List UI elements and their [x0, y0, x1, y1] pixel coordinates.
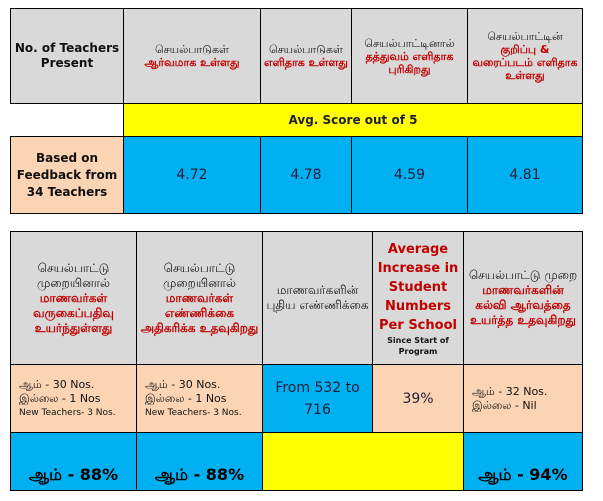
increase-value: 39%: [372, 364, 464, 433]
score-cell: 4.78: [260, 136, 352, 214]
yes-percent: ஆம் - 88%: [10, 432, 137, 491]
column-header: செயல்பாட்டு முறை மாணவர்களின் கல்வி ஆர்வத்…: [463, 231, 583, 365]
teachers-header: No. of Teachers Present: [10, 8, 124, 104]
column-header: Average Increase in Student Numbers Per …: [372, 231, 464, 365]
blank-cell: [10, 103, 124, 137]
teacher-feedback-table: No. of Teachers Present செயல்பாடுகள் ஆர்வ…: [10, 8, 583, 214]
feedback-label: Based on Feedback from 34 Teachers: [10, 136, 124, 214]
score-cell: 4.59: [351, 136, 468, 214]
column-header: செயல்பாட்டின் குறிப்பு & வரைப்படம் எளிதாக…: [467, 8, 583, 104]
count-cell: ஆம் - 32 Nos. இல்லை - Nil: [463, 364, 583, 433]
yes-percent: ஆம் - 94%: [463, 432, 583, 491]
avg-score-label: Avg. Score out of 5: [123, 103, 583, 137]
column-header: செயல்பாட்டு முறையினால் மாணவர்கள் வருகைப்ப…: [10, 231, 137, 365]
column-header: செயல்பாடுகள் எளிதாக உள்ளது: [260, 8, 352, 104]
column-header: செயல்பாட்டினால் தத்துவம் எளிதாக புரிகிறது: [351, 8, 468, 104]
column-header: மாணவர்களின் புதிய எண்ணிக்கை: [262, 231, 373, 365]
student-count-range: From 532 to 716: [262, 364, 373, 433]
column-header: செயல்பாட்டு முறையினால் மாணவர்கள் எண்ணிக்க…: [136, 231, 263, 365]
score-cell: 4.81: [467, 136, 583, 214]
count-cell: ஆம் - 30 Nos. இல்லை - 1 Nos New Teachers- …: [136, 364, 263, 433]
count-cell: ஆம் - 30 Nos. இல்லை - 1 Nos New Teachers- …: [10, 364, 137, 433]
student-impact-table: செயல்பாட்டு முறையினால் மாணவர்கள் வருகைப்ப…: [10, 231, 583, 491]
yes-percent: ஆம் - 88%: [136, 432, 263, 491]
score-cell: 4.72: [123, 136, 261, 214]
highlight-cell: [262, 432, 464, 491]
column-header: செயல்பாடுகள் ஆர்வமாக உள்ளது: [123, 8, 261, 104]
